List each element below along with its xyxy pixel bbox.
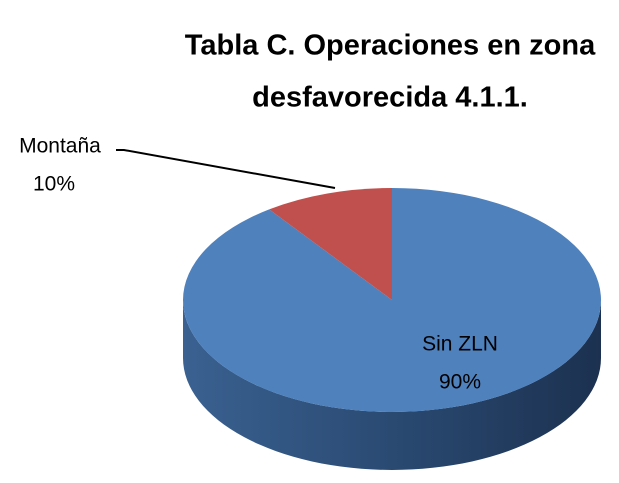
category-label: Montaña xyxy=(19,135,101,158)
chart-title: desfavorecida 4.1.1. xyxy=(252,82,528,114)
chart-title: Tabla C. Operaciones en zona xyxy=(185,30,596,62)
leader-line xyxy=(116,149,336,189)
pie-slice xyxy=(269,188,392,300)
pie-slice-side xyxy=(183,300,601,470)
value-label: 10% xyxy=(33,173,75,196)
category-label: Sin ZLN xyxy=(422,333,498,356)
value-label: 90% xyxy=(439,371,481,394)
